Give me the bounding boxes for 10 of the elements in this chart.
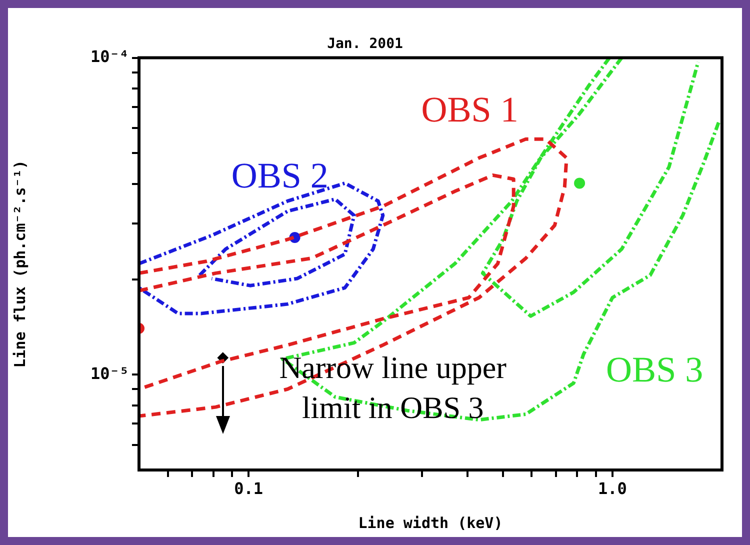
series-label: OBS 2 bbox=[231, 156, 328, 196]
y-tick-label: 10⁻⁴ bbox=[90, 46, 129, 66]
y-axis-title: Line flux (ph.cm⁻².s⁻¹) bbox=[10, 160, 29, 368]
series-label: OBS 3 bbox=[606, 350, 704, 390]
x-tick-label: 1.0 bbox=[598, 478, 627, 498]
x-axis-title: Line width (keV) bbox=[358, 514, 503, 532]
x-tick-label: 0.1 bbox=[234, 478, 263, 498]
y-tick-label: 10⁻⁵ bbox=[90, 364, 129, 383]
series-label: OBS 1 bbox=[421, 90, 518, 130]
chart-title: Jan. 2001 bbox=[327, 36, 403, 52]
